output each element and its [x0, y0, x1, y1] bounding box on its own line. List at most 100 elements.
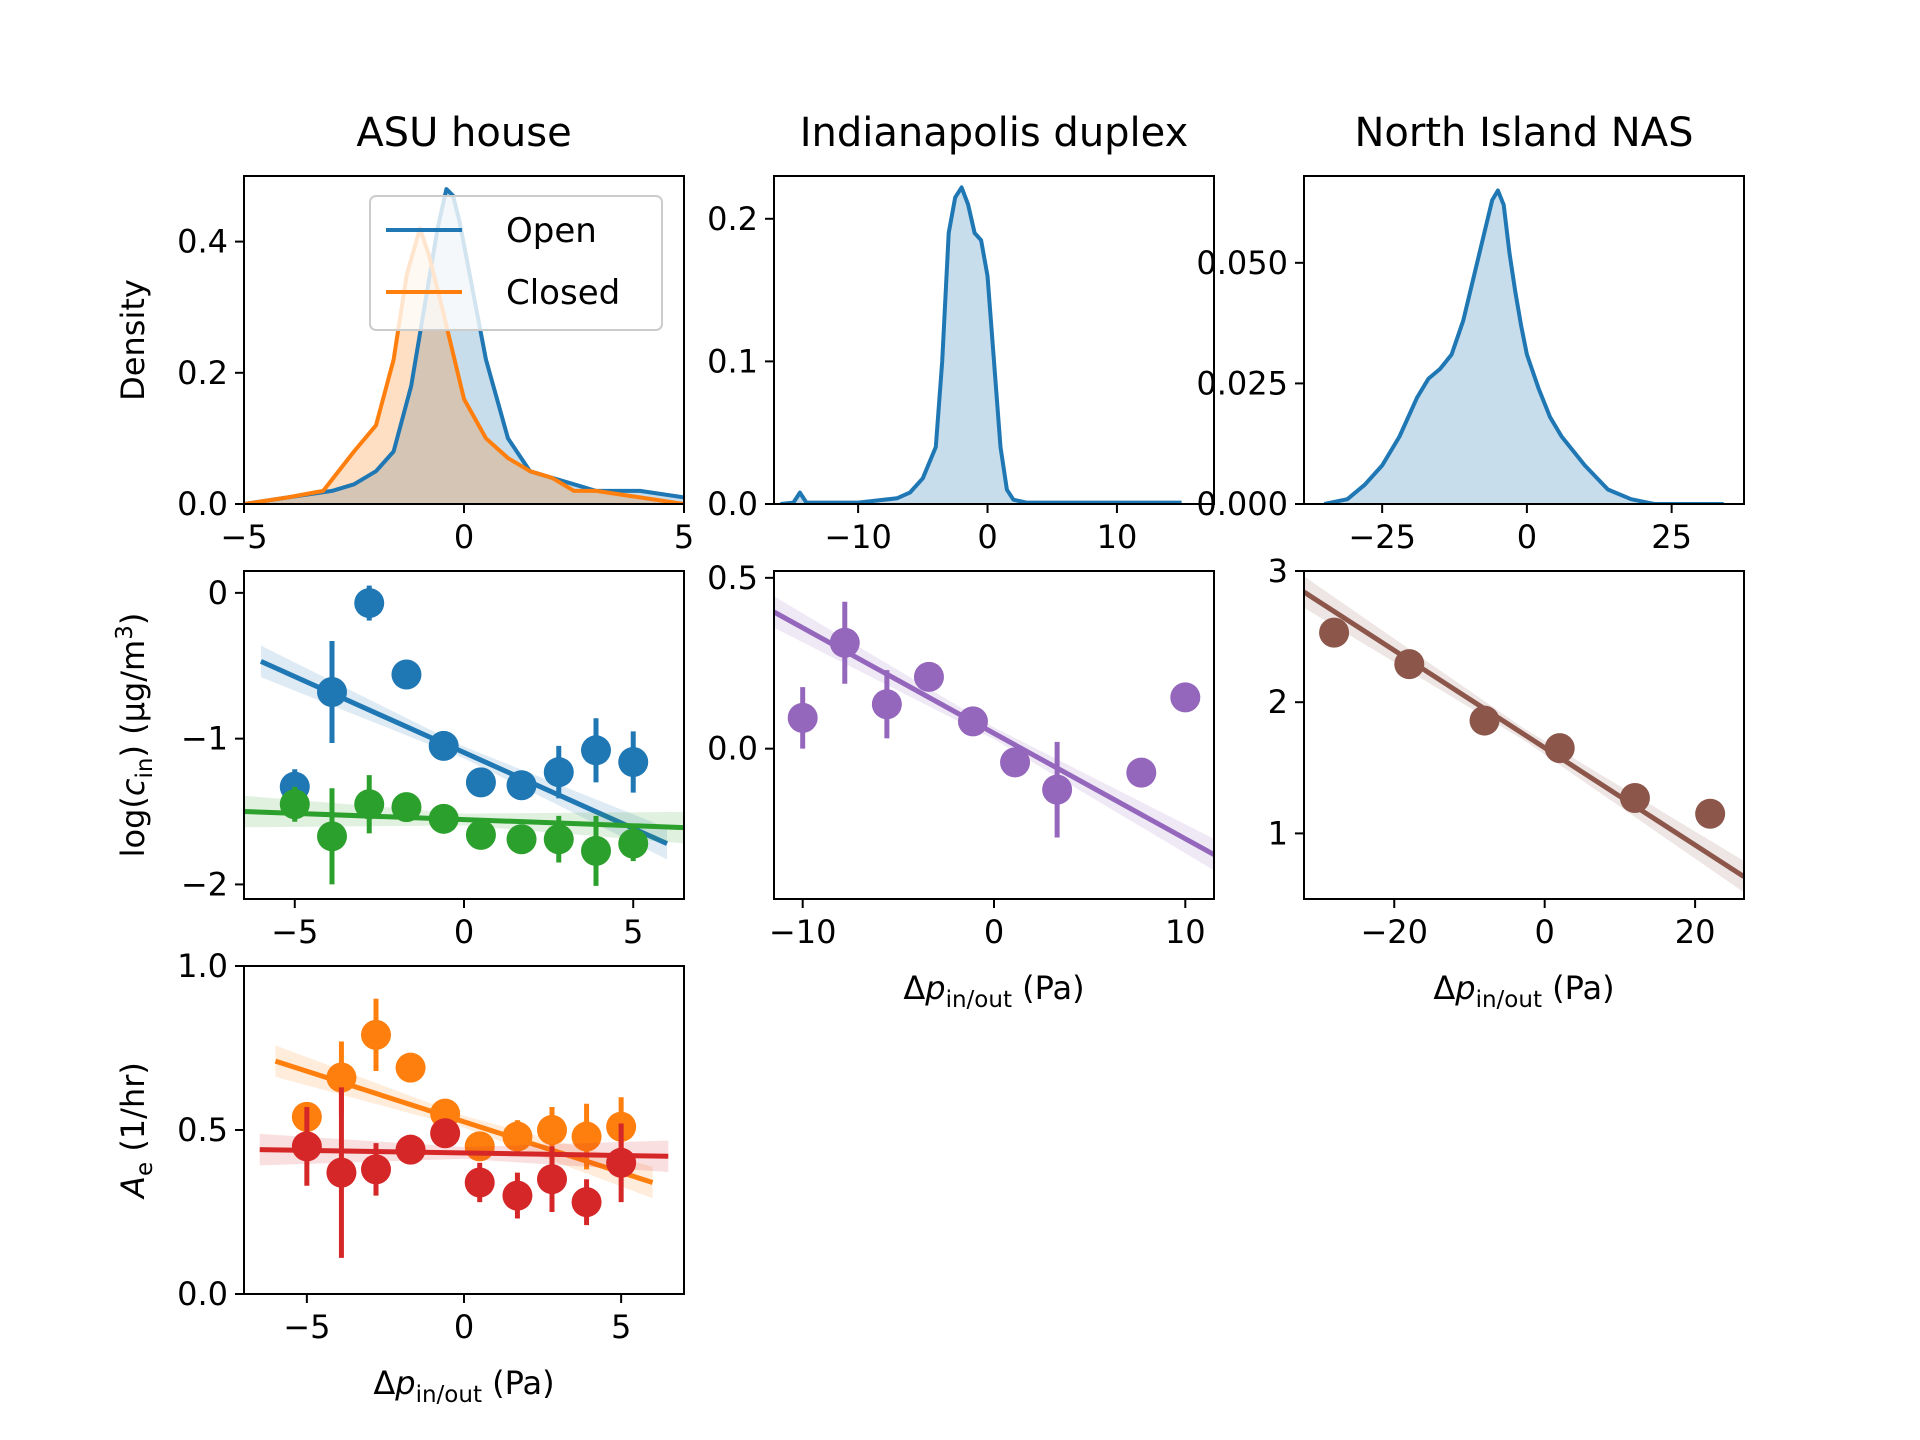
indy-cin-series-0-point-0: [787, 702, 818, 733]
nas-cin-xtick-label-2: 20: [1675, 913, 1716, 951]
nas-density-ytick-label-1: 0.025: [1196, 364, 1288, 402]
indy-cin-xtick-label-0: −10: [769, 913, 837, 951]
asu-density-ytick-label-2: 0.4: [177, 223, 228, 261]
asu-density-ytick-label-0: 0.0: [177, 485, 228, 523]
asu-cin-series-1-point-1: [317, 821, 347, 852]
asu-cin-series-0-point-4: [428, 730, 459, 761]
asu-cin-axes-frame: [243, 570, 685, 900]
indy-cin-series-0-point-2: [871, 689, 902, 720]
asu-density-xtick-label-0: −5: [220, 518, 267, 556]
nas-density-plot-area: [1323, 188, 1724, 504]
asu-ae-series-1-point-8: [571, 1187, 602, 1218]
indy-density-xtick-label-1: 0: [977, 518, 997, 556]
asu-ae-ylabel: Ae (1/hr): [114, 1062, 158, 1200]
nas-cin-series-0-point-5: [1695, 798, 1726, 829]
nas-cin-plot-area: [1304, 576, 1744, 893]
asu-ae-series-0-point-6: [502, 1121, 533, 1152]
indy-density-ytick-label-0: 0.0: [707, 485, 758, 523]
asu-cin-ytick-label-0: −2: [181, 865, 228, 903]
asu-cin-series-0-point-3: [391, 659, 422, 690]
asu-density-legend-label-1: Closed: [506, 273, 620, 313]
asu-cin-ytick-label-2: 0: [208, 574, 228, 612]
asu-ae-series-1-point-4: [430, 1118, 461, 1149]
asu-cin-series-1-point-7: [543, 824, 574, 855]
asu-ae-series-0-point-1: [326, 1062, 357, 1093]
indy-density-panel: −10 0 10 0.0 0.1 0.2 Indianapolis duplex: [707, 110, 1215, 556]
nas-cin-ytick-label-0: 1: [1268, 814, 1288, 852]
asu-cin-series-1-point-8: [581, 835, 611, 866]
asu-density-panel: −5 0 5 0.0 0.2 0.4 ASU house Density Open Closed: [114, 110, 694, 556]
indy-cin-xtick-label-1: 0: [984, 913, 1004, 951]
asu-cin-series-1-point-4: [428, 803, 459, 834]
asu-cin-series-1-fit-line: [244, 809, 684, 831]
nas-cin-series-0-point-0: [1319, 617, 1350, 648]
nas-cin-series-0-point-3: [1544, 733, 1575, 764]
nas-density-xtick-label-2: 25: [1651, 518, 1692, 556]
nas-density-xtick-label-1: 0: [1517, 518, 1537, 556]
asu-ae-series-0-point-3: [395, 1052, 426, 1083]
asu-density-legend: Open Closed: [369, 195, 663, 331]
asu-cin-series-0-point-7: [543, 757, 574, 788]
indy-cin-series-0-point-8: [1170, 682, 1201, 713]
asu-density-ytick-label-1: 0.2: [177, 354, 228, 392]
indy-density-plot-area: [780, 185, 1182, 504]
asu-ae-series-1-point-1: [326, 1157, 357, 1188]
asu-cin-ytick-label-1: −1: [181, 720, 228, 758]
asu-cin-series-0-point-8: [581, 735, 611, 766]
indy-cin-panel: −10 0 10 0.0 0.5 Δpin/out (Pa): [707, 559, 1215, 1013]
asu-cin-series-0-point-5: [465, 767, 496, 798]
asu-cin-panel: −5 0 5 −2 −1 0 log(cin) (μg/m3): [112, 570, 685, 951]
asu-ae-series-1-point-7: [537, 1164, 567, 1195]
indy-density-ytick-label-2: 0.2: [707, 200, 758, 238]
asu-cin-series-1-point-3: [391, 792, 422, 823]
nas-cin-xtick-label-0: −20: [1360, 913, 1428, 951]
nas-density-axes-frame: [1303, 175, 1745, 505]
asu-ae-xtick-label-0: −5: [283, 1308, 330, 1346]
indy-cin-series-0-point-4: [957, 706, 988, 737]
asu-ae-xtick-label-1: 0: [454, 1308, 474, 1346]
asu-cin-series-0-point-6: [506, 770, 537, 801]
asu-cin-series-0-point-1: [317, 676, 347, 707]
indy-cin-xlabel: Δpin/out (Pa): [903, 969, 1084, 1013]
indy-cin-plot-area: [774, 596, 1214, 871]
asu-ae-series-1-point-0: [291, 1131, 322, 1162]
asu-ae-series-1-point-5: [464, 1167, 495, 1198]
indy-density-ytick-label-1: 0.1: [707, 342, 758, 380]
indy-cin-series-0-point-7: [1126, 757, 1157, 788]
asu-ae-xtick-label-2: 5: [611, 1308, 631, 1346]
asu-cin-series-1-point-9: [618, 828, 649, 859]
asu-ae-series-1-point-6: [502, 1180, 533, 1211]
indy-density-xtick-label-0: −10: [824, 518, 892, 556]
indy-cin-ytick-label-0: 0.0: [707, 730, 758, 768]
asu-cin-series-0-point-9: [618, 746, 649, 777]
indy-cin-series-0-point-6: [1042, 774, 1073, 805]
asu-cin-plot-area: [244, 585, 684, 886]
asu-cin-ylabel: log(cin) (μg/m3): [112, 613, 158, 858]
nas-density-title: North Island NAS: [1355, 110, 1694, 156]
nas-density-xtick-label-0: −25: [1348, 518, 1416, 556]
nas-cin-ytick-label-2: 3: [1268, 552, 1288, 590]
nas-density-ytick-label-2: 0.050: [1196, 244, 1288, 282]
asu-cin-xtick-label-0: −5: [271, 913, 318, 951]
indy-density-series-0-line: [780, 185, 1182, 504]
asu-cin-xtick-label-2: 5: [623, 913, 643, 951]
asu-ae-series-0-point-8: [571, 1121, 602, 1152]
asu-ae-series-1-point-3: [395, 1134, 426, 1165]
nas-density-series-0-line: [1323, 188, 1724, 504]
asu-ae-plot-area: [259, 998, 669, 1258]
asu-density-series-1-fill: [244, 228, 684, 504]
indy-cin-series-0-point-1: [829, 627, 860, 658]
asu-ae-panel: −5 0 5 0.0 0.5 1.0 Δpin/out (Pa) Ae (1/hr): [114, 947, 685, 1408]
asu-ae-xlabel: Δpin/out (Pa): [373, 1364, 554, 1408]
nas-density-ytick-label-0: 0.000: [1196, 485, 1288, 523]
nas-cin-axes-frame: [1303, 570, 1745, 900]
asu-cin-xtick-label-1: 0: [454, 913, 474, 951]
asu-ae-ytick-label-0: 0.0: [177, 1275, 228, 1313]
nas-cin-series-0-fit-line: [1304, 589, 1744, 879]
asu-ae-series-0-point-7: [537, 1115, 567, 1145]
asu-ae-series-1-fit-line: [259, 1147, 669, 1159]
asu-density-series-0-fill: [244, 189, 684, 504]
asu-ae-ytick-label-1: 0.5: [177, 1111, 228, 1149]
asu-cin-series-1-point-5: [465, 819, 496, 850]
